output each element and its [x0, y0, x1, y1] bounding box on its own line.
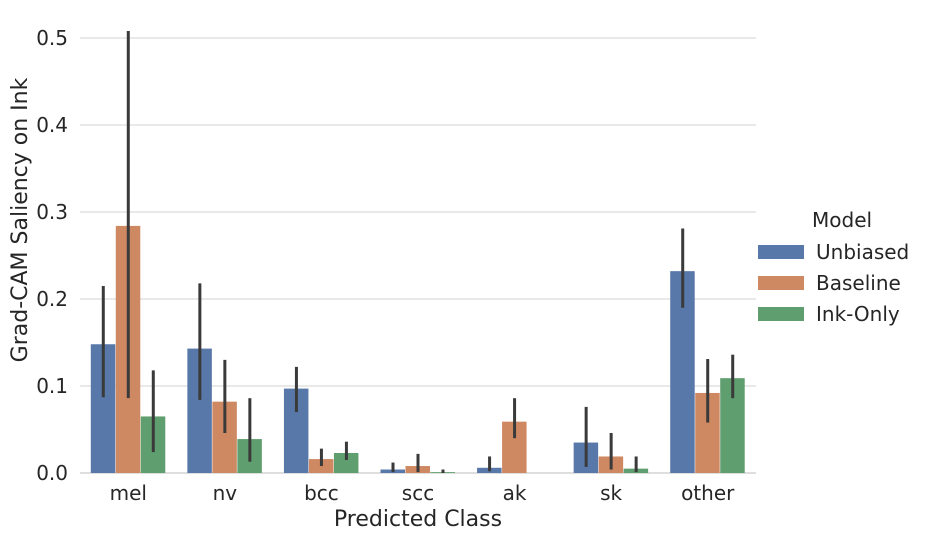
legend-item-baseline: Baseline: [758, 272, 943, 294]
y-tick-label: 0.3: [36, 200, 68, 224]
y-tick-label: 0.5: [36, 26, 68, 50]
legend-item-unbiased: Unbiased: [758, 241, 943, 263]
legend-swatch-unbiased: [758, 245, 804, 259]
x-tick-label-nv: nv: [213, 481, 238, 505]
legend-label-baseline: Baseline: [816, 271, 901, 295]
y-tick-label: 0.0: [36, 461, 68, 485]
x-tick-label-mel: mel: [110, 481, 147, 505]
x-tick-label-bcc: bcc: [304, 481, 339, 505]
y-tick-label: 0.2: [36, 287, 68, 311]
x-tick-label-sk: sk: [600, 481, 622, 505]
x-tick-label-ak: ak: [503, 481, 527, 505]
y-tick-label: 0.4: [36, 113, 68, 137]
legend-item-ink-only: Ink-Only: [758, 303, 943, 325]
bar-ink-only-bcc: [333, 452, 359, 473]
plot-area: 0.0 0.1 0.2 0.3 0.4 0.5 mel nv bcc scc ak sk other: [36, 26, 756, 505]
legend-swatch-ink-only: [758, 307, 804, 321]
x-tick-label-scc: scc: [402, 481, 434, 505]
legend-title: Model: [812, 208, 873, 232]
y-tick-label: 0.1: [36, 374, 68, 398]
legend: Model Unbiased Baseline Ink-Only: [758, 209, 943, 325]
x-tick-label-other: other: [681, 481, 735, 505]
legend-swatch-baseline: [758, 276, 804, 290]
x-axis-label: Predicted Class: [334, 507, 502, 532]
legend-label-unbiased: Unbiased: [816, 240, 910, 264]
y-axis-label: Grad-CAM Saliency on Ink: [8, 77, 33, 362]
legend-label-ink-only: Ink-Only: [816, 302, 900, 326]
